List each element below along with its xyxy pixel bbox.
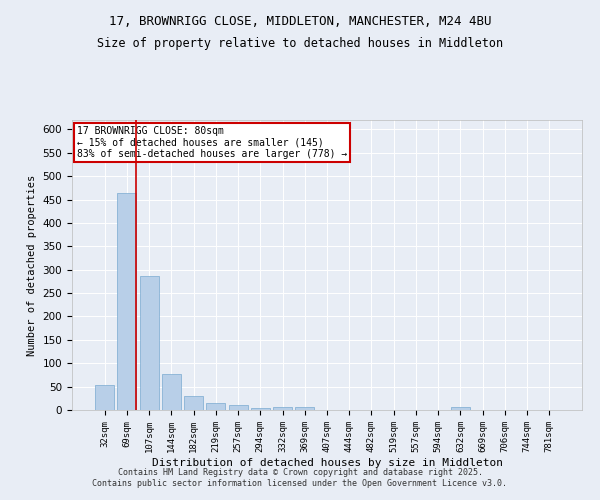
Text: 17 BROWNRIGG CLOSE: 80sqm
← 15% of detached houses are smaller (145)
83% of semi: 17 BROWNRIGG CLOSE: 80sqm ← 15% of detac… xyxy=(77,126,347,159)
Bar xyxy=(95,385,114,410)
Text: Size of property relative to detached houses in Middleton: Size of property relative to detached ho… xyxy=(97,38,503,51)
Text: 17, BROWNRIGG CLOSE, MIDDLETON, MANCHESTER, M24 4BU: 17, BROWNRIGG CLOSE, MIDDLETON, MANCHEST… xyxy=(109,15,491,28)
Bar xyxy=(229,406,248,410)
Bar xyxy=(451,407,470,410)
Bar xyxy=(251,408,270,410)
Y-axis label: Number of detached properties: Number of detached properties xyxy=(27,174,37,356)
Bar xyxy=(162,374,181,410)
Bar xyxy=(273,407,292,410)
Text: Contains HM Land Registry data © Crown copyright and database right 2025.
Contai: Contains HM Land Registry data © Crown c… xyxy=(92,468,508,487)
Bar xyxy=(140,276,158,410)
Bar xyxy=(118,194,136,410)
Bar xyxy=(295,406,314,410)
Bar xyxy=(206,403,225,410)
Bar xyxy=(184,396,203,410)
X-axis label: Distribution of detached houses by size in Middleton: Distribution of detached houses by size … xyxy=(151,458,503,468)
